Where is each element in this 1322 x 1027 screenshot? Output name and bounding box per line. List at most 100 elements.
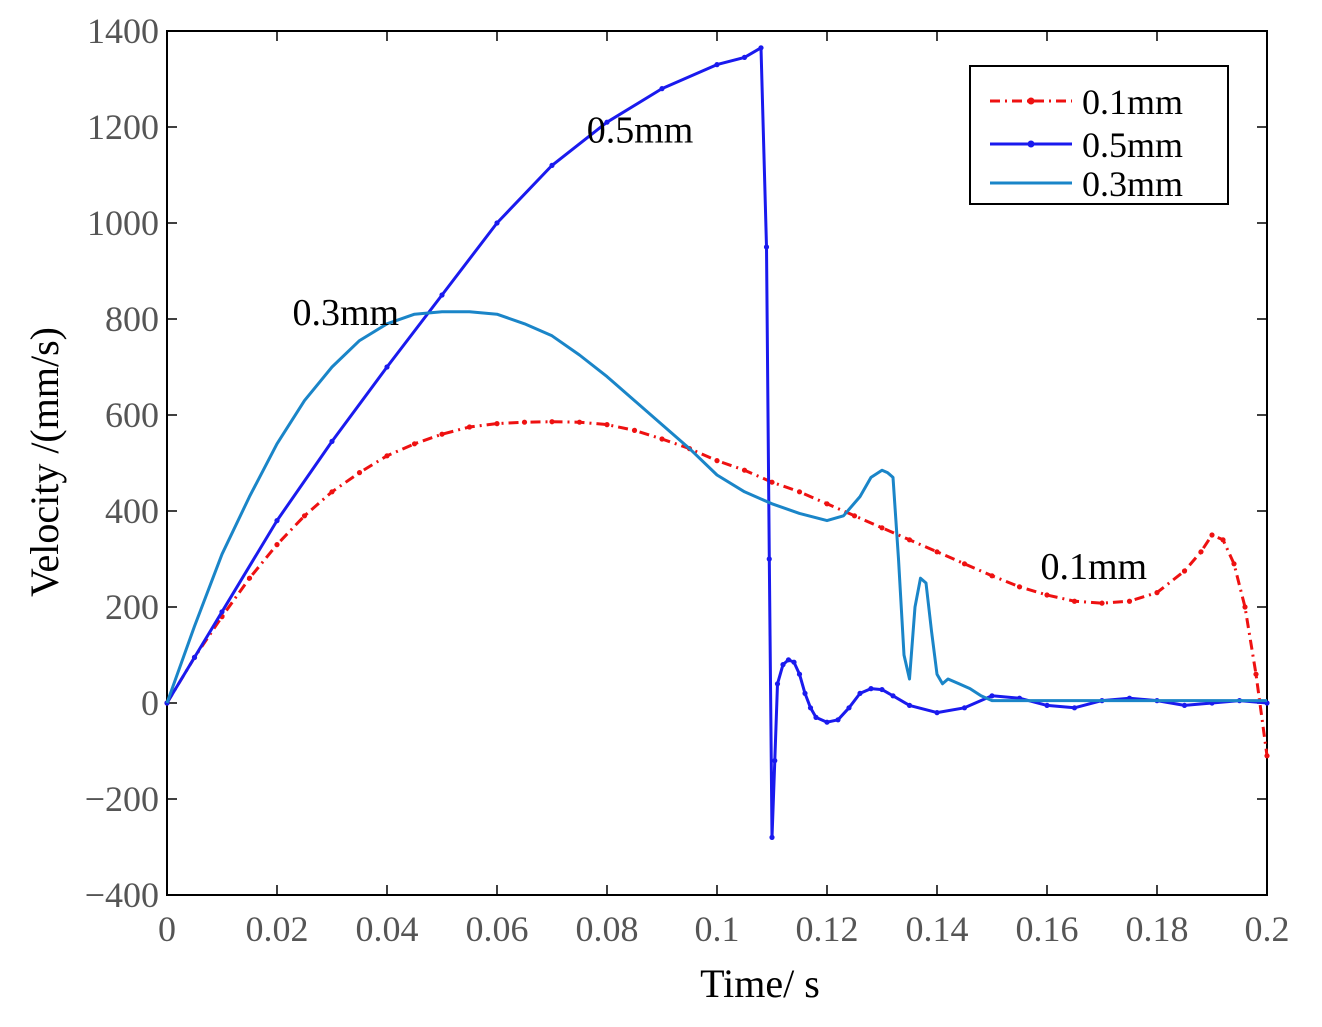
series-line-0-3mm	[165, 310, 1267, 704]
legend-label: 0.3mm	[1082, 164, 1183, 204]
series-point	[934, 549, 940, 555]
series-point	[796, 489, 803, 495]
series-point	[758, 45, 764, 51]
series-point	[1071, 705, 1078, 711]
series-point	[1181, 568, 1188, 574]
y-tick-label: 0	[141, 683, 159, 723]
series-point	[857, 690, 863, 697]
series-point	[356, 470, 363, 476]
series-point	[384, 364, 390, 370]
series-point	[846, 705, 852, 711]
series-point	[1220, 537, 1226, 543]
y-tick-label: −400	[85, 875, 159, 915]
series-point	[785, 657, 792, 663]
series-point	[1044, 702, 1050, 709]
series-point	[879, 525, 885, 531]
series-point	[851, 513, 858, 519]
series-point	[714, 62, 720, 68]
series-point	[1198, 549, 1204, 555]
x-tick-label: 0.1	[695, 909, 740, 949]
series-point	[1071, 598, 1078, 604]
series-point	[384, 453, 390, 459]
y-tick-label: 600	[105, 395, 159, 435]
series-point	[791, 659, 797, 665]
series-layer	[164, 45, 1270, 841]
series-point	[466, 424, 473, 430]
series-point	[772, 758, 778, 764]
x-tick-label: 0	[158, 909, 176, 949]
series-point	[813, 714, 819, 721]
series-point	[1099, 600, 1105, 606]
curve-annotation-label: 0.1mm	[1040, 546, 1147, 588]
series-point	[802, 690, 808, 697]
series-point	[906, 702, 913, 709]
series-point	[274, 542, 280, 548]
legend-box	[969, 65, 1229, 205]
series-point	[1264, 753, 1270, 759]
x-tick-label: 0.16	[1016, 909, 1079, 949]
series-point	[934, 710, 940, 716]
legend-label: 0.1mm	[1082, 82, 1183, 122]
series-point	[1231, 561, 1237, 567]
curve-annotation-label: 0.5mm	[587, 109, 694, 151]
series-point	[769, 479, 775, 485]
series-point	[774, 681, 781, 687]
series-point	[329, 489, 335, 495]
y-tick-label: 200	[105, 587, 159, 627]
series-point	[763, 244, 770, 250]
series-point	[659, 436, 665, 442]
series-point	[631, 427, 638, 433]
series-point	[989, 573, 995, 579]
series-point	[824, 501, 830, 507]
series-point	[780, 662, 786, 668]
series-point	[879, 686, 885, 693]
series-point	[659, 86, 665, 92]
legend-marker	[1027, 97, 1035, 105]
series-point	[807, 705, 814, 711]
x-axis-title: Time/ s	[700, 961, 820, 1006]
y-tick-label: 800	[105, 299, 159, 339]
series-point	[494, 421, 500, 427]
x-tick-label: 0.06	[466, 909, 529, 949]
series-point	[1242, 604, 1248, 610]
series-point	[191, 654, 198, 661]
annotation-layer: 0.5mm 0.3mm 0.1mm	[292, 109, 1147, 588]
series-point	[906, 537, 913, 543]
series-point	[961, 705, 968, 711]
x-tick-label: 0.02	[246, 909, 309, 949]
series-point	[439, 431, 445, 437]
y-axis-title: Velocity /(mm/s)	[22, 327, 67, 597]
series-point	[1154, 590, 1160, 596]
x-tick-label: 0.2	[1245, 909, 1290, 949]
series-point	[494, 220, 500, 226]
series-point	[1209, 532, 1215, 538]
y-tick-label: 1400	[87, 11, 159, 51]
series-point	[890, 693, 896, 699]
y-tick-label: −200	[85, 779, 159, 819]
series-point	[439, 292, 445, 298]
series-point	[246, 575, 253, 581]
y-tick-label: 1000	[87, 203, 159, 243]
x-tick-label: 0.18	[1126, 909, 1189, 949]
series-point	[1044, 592, 1050, 598]
x-tick-label: 0.08	[576, 909, 639, 949]
series-point	[1253, 671, 1259, 677]
series-point	[714, 458, 720, 464]
series-point	[219, 609, 225, 615]
x-tick-label: 0.04	[356, 909, 419, 949]
x-tick-label: 0.12	[796, 909, 859, 949]
y-tick-label: 400	[105, 491, 159, 531]
series-point	[1181, 702, 1188, 709]
series-point	[741, 467, 748, 473]
series-point	[274, 518, 280, 524]
series-point	[961, 561, 968, 567]
series-point	[1016, 584, 1023, 590]
legend-marker	[1027, 140, 1035, 148]
series-point	[576, 419, 583, 425]
x-axis-ticks: 0 0.02 0.04 0.06 0.08 0.1 0.12 0.14 0.16 0.18 0.2	[158, 31, 1290, 949]
series-point	[766, 556, 772, 562]
series-point	[549, 162, 555, 168]
series-point	[769, 834, 775, 841]
